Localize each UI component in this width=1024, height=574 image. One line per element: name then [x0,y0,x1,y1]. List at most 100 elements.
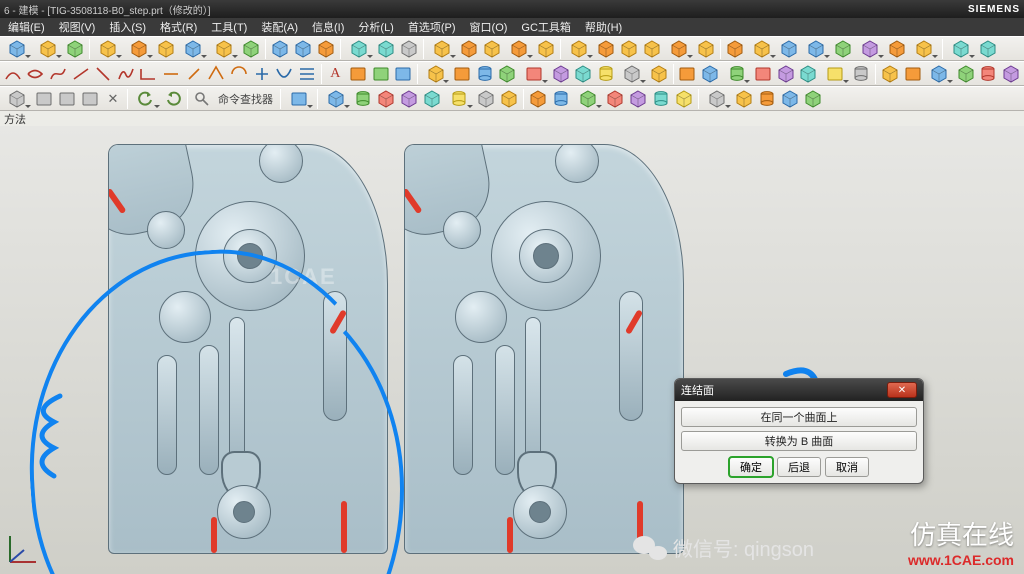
mirror-icon[interactable] [292,38,314,60]
menu-info[interactable]: 信息(I) [306,18,350,36]
hist-1-icon[interactable] [56,88,78,110]
chamfer-icon[interactable] [535,38,557,60]
row2-tool-17-icon[interactable] [851,63,873,85]
scale-icon[interactable] [747,38,777,60]
blend-icon[interactable] [504,38,534,60]
row2-tool-13-icon[interactable] [752,63,774,85]
row2-tool-2-icon[interactable] [474,63,496,85]
menu-edit[interactable]: 编辑(E) [2,18,51,36]
sketch-icon[interactable] [93,38,123,60]
curve-tool-12-icon[interactable] [273,63,295,85]
curve-tool-1-icon[interactable] [25,63,47,85]
sheet-icon[interactable] [344,38,374,60]
row2-tool-20-icon[interactable] [924,63,953,85]
row3-tool-19-icon[interactable] [802,88,824,110]
row2-tool-19-icon[interactable] [902,63,924,85]
curve-tool-3-icon[interactable] [70,63,92,85]
row3-tool-10-icon[interactable] [573,88,603,110]
row3-tool-4-icon[interactable] [421,88,443,110]
new-icon[interactable] [2,38,32,60]
row3-tool-13-icon[interactable] [650,88,672,110]
shell-icon[interactable] [315,38,337,60]
pattern-icon[interactable] [269,38,291,60]
row3-tool-15-icon[interactable] [702,88,732,110]
row3-tool-5-icon[interactable] [444,88,474,110]
row3-tool-6-icon[interactable] [475,88,497,110]
delete-icon[interactable]: ✕ [102,88,124,110]
row2-tool-21-icon[interactable] [955,63,977,85]
sheet2-icon[interactable] [375,38,397,60]
row3-tool-8-icon[interactable] [527,88,549,110]
pocket-icon[interactable] [240,38,262,60]
draft-icon[interactable] [724,38,746,60]
option-same-surface[interactable]: 在同一个曲面上 [681,407,917,427]
curve-tool-13-icon[interactable] [296,63,318,85]
curve-tool-10-icon[interactable] [228,63,250,85]
menu-format[interactable]: 格式(R) [154,18,203,36]
link-icon[interactable] [909,38,939,60]
menu-help[interactable]: 帮助(H) [579,18,628,36]
row2-tool-7-icon[interactable] [595,63,617,85]
mass-icon[interactable] [977,38,999,60]
curve-tool-9-icon[interactable] [205,63,227,85]
hist-2-icon[interactable] [79,88,101,110]
row3-tool-12-icon[interactable] [627,88,649,110]
misc-a-1-icon[interactable] [370,63,392,85]
curve-tool-4-icon[interactable] [92,63,114,85]
menu-assembly[interactable]: 装配(A) [255,18,304,36]
menu-window[interactable]: 窗口(O) [464,18,514,36]
row3-tool-1-icon[interactable] [352,88,374,110]
row3-tool-14-icon[interactable] [673,88,695,110]
row3-tool-2-icon[interactable] [375,88,397,110]
ok-button[interactable]: 确定 [729,457,773,477]
row2-tool-3-icon[interactable] [497,63,519,85]
row2-tool-18-icon[interactable] [879,63,901,85]
text-tool-icon[interactable]: A [325,63,347,85]
row2-tool-10-icon[interactable] [677,63,699,85]
back-button[interactable]: 后退 [777,457,821,477]
misc-a-0-icon[interactable] [347,63,369,85]
row2-tool-5-icon[interactable] [550,63,572,85]
row3-tool-9-icon[interactable] [550,88,572,110]
curve-tool-2-icon[interactable] [47,63,69,85]
curve-tool-7-icon[interactable] [160,63,182,85]
face-icon[interactable] [564,38,594,60]
selection-filter-icon[interactable] [2,88,32,110]
row2-tool-4-icon[interactable] [519,63,548,85]
union-icon[interactable] [427,38,457,60]
curve-tool-0-icon[interactable] [2,63,24,85]
save-icon[interactable] [64,38,86,60]
trim-icon[interactable] [664,38,694,60]
wave-icon[interactable] [886,38,908,60]
open-icon[interactable] [33,38,63,60]
analysis-icon[interactable] [946,38,976,60]
copy-icon[interactable] [801,38,831,60]
redo-icon[interactable] [162,88,184,110]
extrude-icon[interactable] [124,38,154,60]
curve-tool-6-icon[interactable] [138,63,160,85]
intersect-icon[interactable] [481,38,503,60]
row2-tool-16-icon[interactable] [820,63,849,85]
cmd-finder-icon[interactable] [191,88,213,110]
curve-tool-8-icon[interactable] [183,63,205,85]
row2-tool-11-icon[interactable] [699,63,721,85]
row2-tool-15-icon[interactable] [798,63,820,85]
menu-gc[interactable]: GC工具箱 [515,18,577,36]
row2-tool-22-icon[interactable] [978,63,1000,85]
graphics-viewport[interactable]: 1CAE , 连结面 ✕ 在同一个曲面上 转换为 B 曲面 确定 后退 取消 微… [0,126,1024,574]
menu-analysis[interactable]: 分析(L) [352,18,399,36]
row3-tool-11-icon[interactable] [604,88,626,110]
row2-tool-12-icon[interactable] [722,63,751,85]
thicken-icon[interactable] [641,38,663,60]
row2-tool-1-icon[interactable] [451,63,473,85]
hist-0-icon[interactable] [33,88,55,110]
row2-tool-0-icon[interactable] [421,63,450,85]
row2-tool-8-icon[interactable] [618,63,647,85]
row3-tool-3-icon[interactable] [398,88,420,110]
row3-tool-18-icon[interactable] [779,88,801,110]
curve-tool-11-icon[interactable] [251,63,273,85]
misc-a-2-icon[interactable] [392,63,414,85]
split-icon[interactable] [695,38,717,60]
pad-icon[interactable] [209,38,239,60]
row3-tool-0-icon[interactable] [321,88,351,110]
